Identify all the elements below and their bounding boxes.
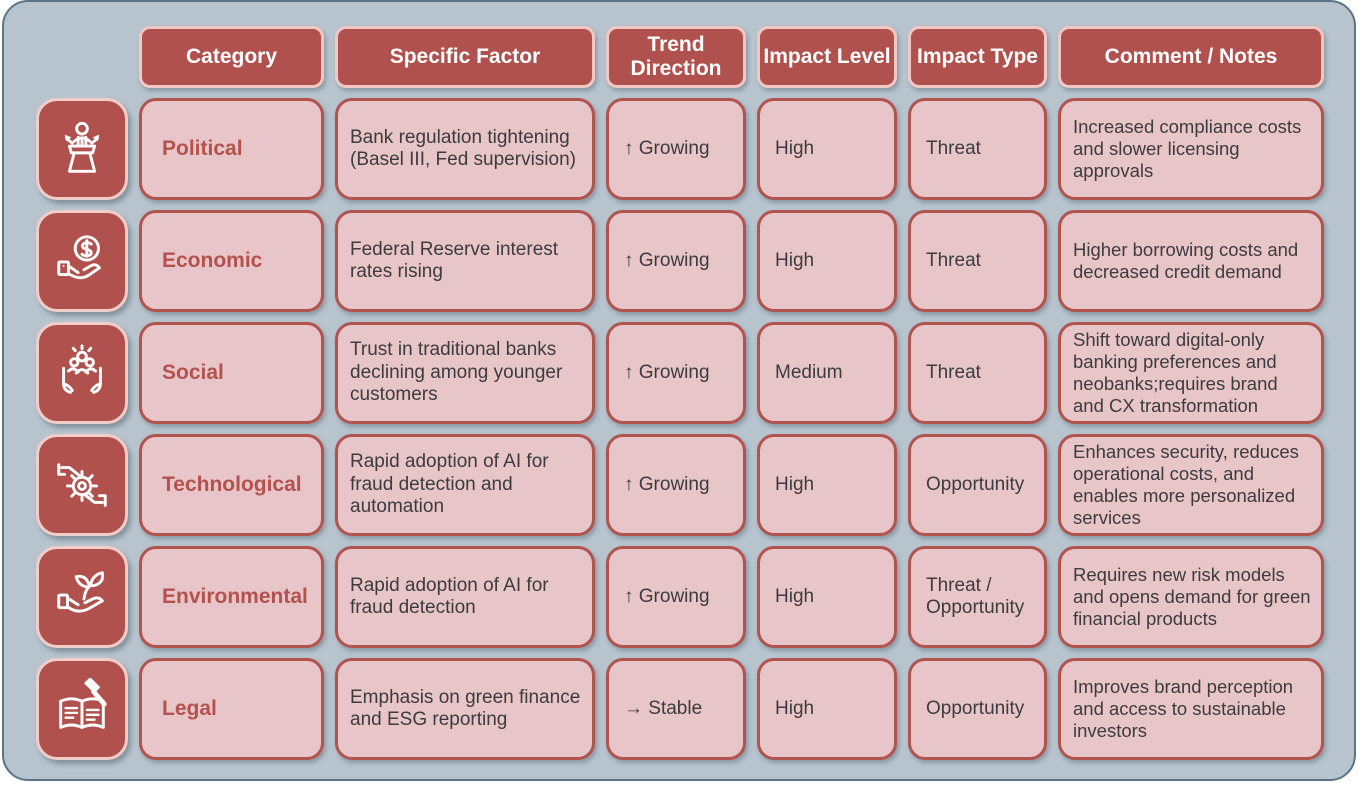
impact-type-cell: Threat	[908, 210, 1047, 312]
factor-cell: Emphasis on green finance and ESG report…	[335, 658, 595, 760]
comment-cell: Shift toward digital-only banking prefer…	[1058, 322, 1324, 424]
header-impact-level: Impact Level	[757, 26, 897, 88]
comment-cell: Improves brand perception and access to …	[1058, 658, 1324, 760]
table-grid: Category Specific Factor Trend Direction…	[4, 2, 1354, 779]
hand-coin-icon	[57, 235, 101, 280]
row-technological-icon-tile	[36, 434, 128, 536]
factor-cell: Trust in traditional banks declining amo…	[335, 322, 595, 424]
podium-speaker-icon	[64, 121, 100, 173]
category-cell: Political	[139, 98, 324, 200]
category-cell: Social	[139, 322, 324, 424]
hand-plant-icon	[57, 571, 105, 613]
row-economic-icon-tile	[36, 210, 128, 312]
category-cell: Economic	[139, 210, 324, 312]
impact-type-cell: Threat / Opportunity	[908, 546, 1047, 648]
row-social-icon-tile	[36, 322, 128, 424]
category-cell: Legal	[139, 658, 324, 760]
impact-level-cell: High	[757, 98, 897, 200]
factor-cell: Bank regulation tightening (Basel III, F…	[335, 98, 595, 200]
comment-cell: Higher borrowing costs and decreased cre…	[1058, 210, 1324, 312]
header-category: Category	[139, 26, 324, 88]
category-cell: Technological	[139, 434, 324, 536]
impact-level-cell: High	[757, 434, 897, 536]
impact-type-cell: Opportunity	[908, 658, 1047, 760]
header-impact-type: Impact Type	[908, 26, 1047, 88]
row-legal-icon-tile	[36, 658, 128, 760]
comment-cell: Requires new risk models and opens deman…	[1058, 546, 1324, 648]
header-comment-notes: Comment / Notes	[1058, 26, 1324, 88]
impact-type-cell: Opportunity	[908, 434, 1047, 536]
trend-cell: ↑ Growing	[606, 98, 746, 200]
factor-cell: Federal Reserve interest rates rising	[335, 210, 595, 312]
trend-cell: ↑ Growing	[606, 210, 746, 312]
trend-cell: ↑ Growing	[606, 322, 746, 424]
impact-level-cell: High	[757, 546, 897, 648]
impact-type-cell: Threat	[908, 322, 1047, 424]
row-political-icon-tile	[36, 98, 128, 200]
community-hands-icon	[62, 344, 102, 394]
law-book-gavel-icon	[59, 678, 107, 729]
header-spacer	[36, 26, 128, 88]
trend-cell: → Stable	[606, 658, 746, 760]
comment-cell: Enhances security, reduces operational c…	[1058, 434, 1324, 536]
category-cell: Environmental	[139, 546, 324, 648]
trend-cell: ↑ Growing	[606, 546, 746, 648]
row-environmental-icon-tile	[36, 546, 128, 648]
header-trend-direction: Trend Direction	[606, 26, 746, 88]
trend-cell: ↑ Growing	[606, 434, 746, 536]
gear-hands-icon	[57, 463, 107, 507]
header-specific-factor: Specific Factor	[335, 26, 595, 88]
comment-cell: Increased compliance costs and slower li…	[1058, 98, 1324, 200]
impact-level-cell: High	[757, 210, 897, 312]
impact-type-cell: Threat	[908, 98, 1047, 200]
factor-cell: Rapid adoption of AI for fraud detection	[335, 546, 595, 648]
factor-cell: Rapid adoption of AI for fraud detection…	[335, 434, 595, 536]
impact-level-cell: High	[757, 658, 897, 760]
impact-level-cell: Medium	[757, 322, 897, 424]
